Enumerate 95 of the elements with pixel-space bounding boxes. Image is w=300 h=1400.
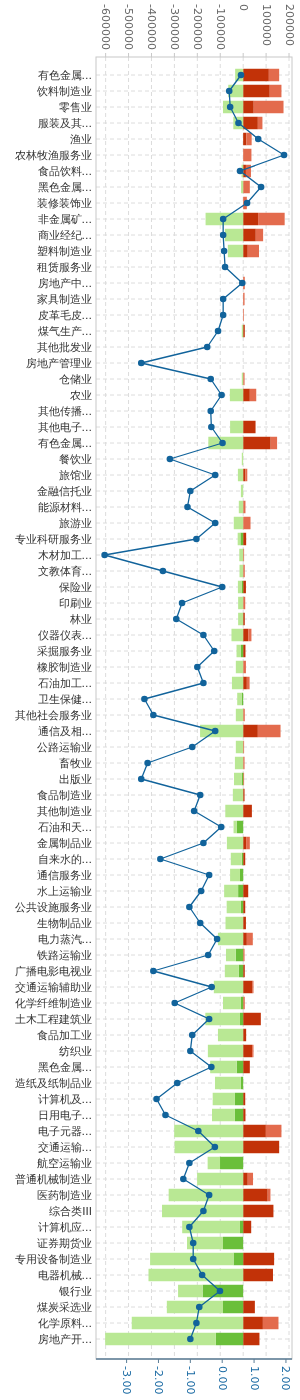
y-tick-label: 农林牧渔服务业 <box>15 148 92 162</box>
x-tick-label: 0 <box>236 4 250 11</box>
y-tick-label: 旅馆业 <box>59 468 92 482</box>
y-tick-label: 房地产中... <box>37 276 92 290</box>
y-tick-label: 文教体育... <box>37 564 92 578</box>
x-tick-label: -400000 <box>144 4 158 50</box>
x2-tick-label: -3.00 <box>120 1366 134 1395</box>
y-tick-label: 日用电子... <box>37 1108 92 1122</box>
y-tick-label: 通信服务业 <box>37 868 92 882</box>
y-tick-label: 服装及其... <box>37 116 92 130</box>
y-tick-label: 食品饮料... <box>37 164 92 178</box>
y-tick-label: 非金属矿... <box>37 212 92 226</box>
y-tick-label: 化学原料... <box>37 1316 92 1330</box>
y-tick-label: 采掘服务业 <box>37 644 92 658</box>
y-tick-label: 有色金属... <box>37 68 92 82</box>
y-tick-label: 木材加工... <box>37 548 92 562</box>
y-tick-label: 林业 <box>69 612 92 626</box>
y-tick-label: 有色金属... <box>37 436 92 450</box>
y-tick-label: 食品加工业 <box>37 1028 92 1042</box>
y-tick-label: 铁路运输业 <box>36 948 92 962</box>
y-tick-label: 金属制品业 <box>37 836 92 850</box>
y-tick-label: 石油和天... <box>37 820 92 834</box>
y-tick-label: 塑料制造业 <box>37 244 92 258</box>
x2-tick-label: 0.00 <box>215 1366 229 1391</box>
y-tick-label: 其他传播... <box>37 404 92 418</box>
y-tick-label: 餐饮业 <box>59 452 92 466</box>
y-tick-label: 交通运输辅助业 <box>15 980 92 994</box>
y-tick-label: 橡胶制造业 <box>37 660 92 674</box>
x2-tick-label: 2.00 <box>279 1366 293 1391</box>
y-tick-label: 普通机械制造业 <box>15 1172 92 1186</box>
y-tick-label: 水上运输业 <box>37 884 92 898</box>
x-tick-label: -200000 <box>190 4 204 50</box>
y-tick-label: 装修装饰业 <box>37 196 92 210</box>
y-tick-label: 计算机应... <box>37 1220 92 1234</box>
y-tick-label: 石油加工... <box>37 676 92 690</box>
y-tick-label: 金融信托业 <box>37 484 92 498</box>
y-tick-label: 卫生保健... <box>37 692 92 706</box>
x-tick-label: -100000 <box>213 4 227 50</box>
y-tick-label: 综合类III <box>49 1204 92 1218</box>
y-tick-label: 饮料制造业 <box>36 84 92 98</box>
y-tick-label: 黑色金属... <box>37 180 92 194</box>
y-tick-label: 商业经纪... <box>37 228 92 242</box>
y-tick-label: 专用设备制造业 <box>15 1252 92 1266</box>
y-tick-label: 出版业 <box>59 772 92 786</box>
y-tick-label: 渔业 <box>70 132 92 146</box>
y-tick-label: 电子元器... <box>37 1124 92 1138</box>
y-tick-label: 化学纤维制造业 <box>15 996 92 1010</box>
y-tick-label: 证券期货业 <box>37 1236 92 1250</box>
y-tick-label: 旅游业 <box>59 516 92 530</box>
y-tick-label: 租赁服务业 <box>37 260 92 274</box>
y-tick-label: 皮革毛皮... <box>37 308 92 322</box>
x-tick-label: -600000 <box>99 4 113 50</box>
y-tick-label: 房地产管理业 <box>26 356 92 370</box>
y-tick-label: 房地产开... <box>37 1332 92 1346</box>
y-tick-label: 其他批发业 <box>37 340 92 354</box>
y-tick-label: 计算机及... <box>37 1092 92 1106</box>
x-tick-label: -300000 <box>167 4 181 50</box>
y-tick-label: 家具制造业 <box>37 292 92 306</box>
x-tick-label: -500000 <box>122 4 136 50</box>
y-tick-label: 仓储业 <box>59 372 92 386</box>
y-tick-label: 能源材料... <box>37 500 92 514</box>
y-tick-label: 专业科研服务业 <box>15 532 92 546</box>
y-tick-label: 公路运输业 <box>37 740 92 754</box>
y-tick-label: 生物制品业 <box>37 916 92 930</box>
y-tick-label: 医药制造业 <box>37 1188 92 1202</box>
y-tick-label: 农业 <box>70 388 92 402</box>
y-tick-label: 广播电影电视业 <box>15 964 92 978</box>
y-tick-label: 保险业 <box>59 580 92 594</box>
y-tick-label: 纺织业 <box>59 1044 92 1058</box>
y-tick-label: 其他电子... <box>37 420 92 434</box>
y-tick-label: 电力蒸汽... <box>37 932 92 946</box>
y-tick-label: 造纸及纸制品业 <box>15 1076 92 1090</box>
x2-tick-label: -2.00 <box>151 1366 165 1395</box>
x-tick-label: 100000 <box>259 4 273 46</box>
y-tick-label: 自来水的... <box>37 852 92 866</box>
x2-tick-label: -1.00 <box>183 1366 197 1395</box>
y-tick-label: 银行业 <box>58 1284 92 1298</box>
y-tick-label: 通信及相... <box>37 724 92 738</box>
y-tick-label: 零售业 <box>59 100 92 114</box>
y-tick-label: 黑色金属... <box>37 1060 92 1074</box>
y-tick-label: 食品制造业 <box>37 788 92 802</box>
y-tick-label: 畜牧业 <box>59 756 92 770</box>
y-tick-label: 公共设施服务业 <box>15 900 92 914</box>
y-tick-label: 仪器仪表... <box>37 628 92 642</box>
x2-tick-label: 1.00 <box>247 1366 261 1391</box>
y-tick-label: 航空运输业 <box>37 1156 92 1170</box>
y-tick-label: 印刷业 <box>59 596 92 610</box>
y-tick-label: 土木工程建筑业 <box>15 1012 92 1026</box>
y-tick-label: 煤气生产... <box>37 324 92 338</box>
y-tick-label: 电器机械... <box>37 1268 92 1282</box>
x-tick-label: 200000 <box>282 4 296 46</box>
y-tick-label: 交通运输... <box>37 1140 92 1154</box>
y-tick-label: 其他制造业 <box>37 804 92 818</box>
y-tick-label: 煤炭采选业 <box>37 1300 92 1314</box>
y-tick-label: 其他社会服务业 <box>15 708 92 722</box>
